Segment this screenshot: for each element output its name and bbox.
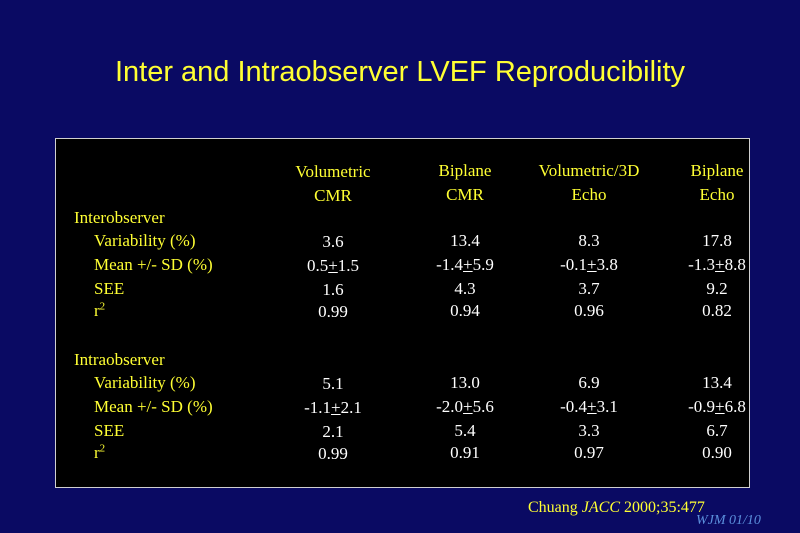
- reproducibility-table: Volumetric CMR Biplane CMR Volumetric/3D…: [55, 138, 750, 488]
- column-header-line: Biplane: [690, 161, 744, 180]
- column-header-line: CMR: [314, 186, 352, 205]
- table-cell: -0.4+3.1: [529, 395, 649, 419]
- table-cell: 3.3: [578, 421, 600, 440]
- table-cell: 0.94: [450, 301, 480, 320]
- mean-value: -2.0: [436, 397, 464, 416]
- row-label: SEE: [94, 279, 125, 298]
- table-row: Mean +/- SD (%) 0.5+1.5 -1.4+5.9 -0.1+3.…: [56, 253, 749, 277]
- column-header-volumetric-3d-echo: Volumetric/3D Echo: [519, 159, 659, 207]
- mean-value: -0.9: [688, 397, 716, 416]
- table-cell: 8.3: [578, 231, 600, 250]
- column-header-line: CMR: [446, 185, 484, 204]
- column-header-biplane-cmr: Biplane CMR: [395, 159, 535, 207]
- sd-value: 6.8: [724, 397, 746, 416]
- table-cell: 0.91: [450, 443, 480, 462]
- row-label: Variability (%): [94, 373, 196, 392]
- row-label: r: [94, 301, 100, 320]
- table-cell: 13.0: [450, 373, 480, 392]
- plus-minus-symbol: +: [715, 397, 725, 416]
- table-cell: 4.3: [454, 279, 476, 298]
- plus-minus-symbol: +: [715, 255, 725, 274]
- table-cell: -0.1+3.8: [529, 253, 649, 277]
- table-cell: 13.4: [702, 373, 732, 392]
- table-cell: -1.4+5.9: [405, 253, 525, 277]
- table-cell: 13.4: [450, 231, 480, 250]
- sd-value: 5.6: [472, 397, 494, 416]
- table-cell: 0.96: [574, 301, 604, 320]
- sd-value: 8.8: [724, 255, 746, 274]
- plus-minus-symbol: +: [463, 397, 473, 416]
- row-label: SEE: [94, 421, 125, 440]
- table-row: SEE 1.6 4.3 3.7 9.2: [56, 277, 749, 301]
- table-row: r2 0.99 0.91 0.97 0.90: [56, 441, 749, 465]
- table-cell: 6.9: [578, 373, 600, 392]
- citation-journal: JACC: [581, 499, 620, 516]
- table-row: r2 0.99 0.94 0.96 0.82: [56, 299, 749, 323]
- table-cell: 0.90: [702, 443, 732, 462]
- superscript: 2: [99, 442, 106, 455]
- sd-value: 5.9: [472, 255, 494, 274]
- slide-title: Inter and Intraobserver LVEF Reproducibi…: [114, 56, 686, 88]
- row-label: Variability (%): [94, 231, 196, 250]
- citation: Chuang JACC 2000;35:477: [528, 498, 705, 518]
- table-cell: 3.7: [578, 279, 600, 298]
- group-heading-intraobserver: Intraobserver: [74, 350, 165, 369]
- author-initials-date: WJM 01/10: [696, 513, 761, 528]
- column-header-line: Volumetric/3D: [538, 161, 640, 180]
- column-header-line: Biplane: [438, 161, 492, 180]
- table-row: Variability (%) 3.6 13.4 8.3 17.8: [56, 229, 749, 253]
- table-cell: 0.5+1.5: [273, 254, 393, 278]
- sd-value: 3.1: [596, 397, 618, 416]
- table-cell: 1.6: [322, 280, 344, 299]
- table-cell: 5.4: [454, 421, 476, 440]
- sd-value: 1.5: [337, 256, 360, 275]
- row-label-r-squared: r2: [94, 441, 105, 465]
- table-cell: 0.97: [574, 443, 604, 462]
- mean-value: -0.4: [560, 397, 588, 416]
- plus-minus-symbol: +: [328, 256, 338, 275]
- table-cell: 0.99: [318, 444, 348, 463]
- group-heading-row: Intraobserver: [56, 348, 749, 372]
- citation-author: Chuang: [528, 499, 578, 516]
- table-cell: 9.2: [706, 279, 728, 298]
- plus-minus-symbol: +: [587, 397, 597, 416]
- mean-value: -1.1: [304, 398, 332, 417]
- table-row: SEE 2.1 5.4 3.3 6.7: [56, 419, 749, 443]
- table-cell: 0.82: [702, 301, 732, 320]
- mean-value: 0.5: [306, 256, 329, 275]
- table-cell: 6.7: [706, 421, 728, 440]
- sd-value: 2.1: [340, 398, 362, 417]
- row-label: r: [94, 443, 100, 462]
- table-cell: 5.1: [322, 374, 344, 393]
- group-heading-interobserver: Interobserver: [74, 208, 165, 227]
- table-cell: 2.1: [322, 422, 344, 441]
- mean-value: -0.1: [560, 255, 588, 274]
- column-header-line: Echo: [699, 185, 735, 204]
- table-cell: -2.0+5.6: [405, 395, 525, 419]
- table-cell: 3.6: [322, 232, 344, 251]
- table-cell: 0.99: [318, 302, 348, 321]
- table-row: Variability (%) 5.1 13.0 6.9 13.4: [56, 371, 749, 395]
- superscript: 2: [99, 300, 106, 313]
- table-cell: -1.3+8.8: [657, 253, 777, 277]
- column-header-line: Volumetric: [295, 162, 371, 181]
- citation-reference: 2000;35:477: [624, 499, 705, 516]
- row-label: Mean +/- SD (%): [94, 397, 213, 416]
- plus-minus-symbol: +: [331, 398, 341, 417]
- table-cell: -0.9+6.8: [657, 395, 777, 419]
- table-row: Mean +/- SD (%) -1.1+2.1 -2.0+5.6 -0.4+3…: [56, 395, 749, 419]
- plus-minus-symbol: +: [463, 255, 473, 274]
- mean-value: -1.4: [436, 255, 464, 274]
- sd-value: 3.8: [596, 255, 618, 274]
- table-cell: -1.1+2.1: [273, 396, 393, 420]
- row-label-r-squared: r2: [94, 299, 105, 323]
- plus-minus-symbol: +: [587, 255, 597, 274]
- column-header-line: Echo: [571, 185, 607, 204]
- column-header-biplane-echo: Biplane Echo: [647, 159, 787, 207]
- table-cell: 17.8: [702, 231, 732, 250]
- group-heading-row: Interobserver: [56, 206, 749, 230]
- column-header-volumetric-cmr: Volumetric CMR: [263, 160, 403, 208]
- row-label: Mean +/- SD (%): [94, 255, 213, 274]
- mean-value: -1.3: [688, 255, 716, 274]
